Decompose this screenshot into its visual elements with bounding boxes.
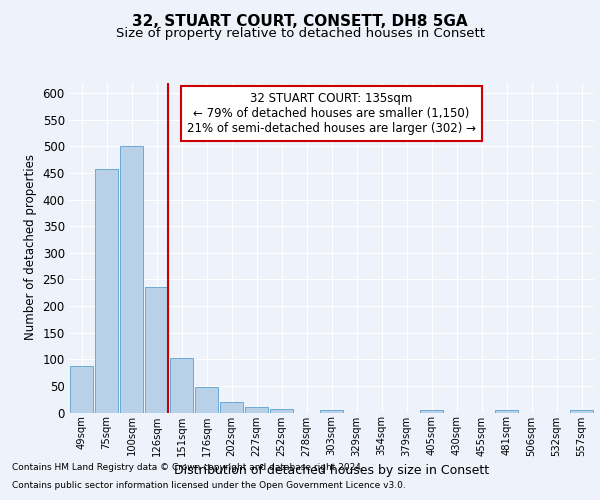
Bar xyxy=(320,410,343,412)
Bar xyxy=(420,410,443,412)
Text: 32 STUART COURT: 135sqm
← 79% of detached houses are smaller (1,150)
21% of semi: 32 STUART COURT: 135sqm ← 79% of detache… xyxy=(187,92,476,136)
Text: Contains public sector information licensed under the Open Government Licence v3: Contains public sector information licen… xyxy=(12,481,406,490)
Bar xyxy=(270,409,293,412)
Y-axis label: Number of detached properties: Number of detached properties xyxy=(24,154,37,340)
Text: 32, STUART COURT, CONSETT, DH8 5GA: 32, STUART COURT, CONSETT, DH8 5GA xyxy=(132,14,468,29)
Bar xyxy=(70,366,93,412)
Bar xyxy=(570,410,593,412)
Bar xyxy=(495,410,518,412)
Bar xyxy=(95,168,118,412)
Bar xyxy=(195,388,218,412)
Bar xyxy=(170,358,193,412)
Text: Size of property relative to detached houses in Consett: Size of property relative to detached ho… xyxy=(115,28,485,40)
X-axis label: Distribution of detached houses by size in Consett: Distribution of detached houses by size … xyxy=(174,464,489,477)
Bar xyxy=(220,402,243,412)
Bar xyxy=(145,288,168,412)
Text: Contains HM Land Registry data © Crown copyright and database right 2024.: Contains HM Land Registry data © Crown c… xyxy=(12,464,364,472)
Bar xyxy=(120,146,143,412)
Bar xyxy=(245,406,268,412)
